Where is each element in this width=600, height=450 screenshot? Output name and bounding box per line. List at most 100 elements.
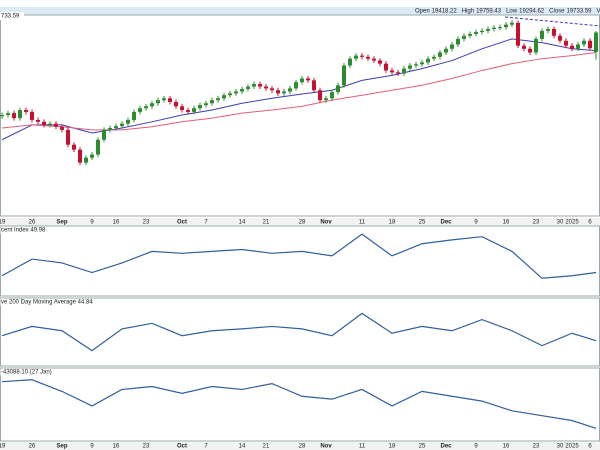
candle-body: [540, 30, 544, 39]
candle-body: [288, 88, 292, 92]
candle-body: [90, 154, 94, 158]
candle-body: [120, 123, 124, 127]
candle-body: [408, 65, 412, 69]
indicator-line: [1, 379, 597, 429]
x-tick-label: 25: [419, 444, 426, 450]
candle-body: [456, 38, 460, 45]
x-tick-label: 19: [0, 444, 6, 450]
candle-body: [420, 62, 424, 65]
candle-body: [24, 110, 28, 112]
header-value: 19759.43: [476, 9, 502, 15]
x-tick-label: 11: [359, 444, 366, 450]
candle-body: [366, 56, 370, 59]
candle-body: [258, 84, 262, 87]
candle-body: [102, 129, 106, 140]
x-tick-label: Oct: [177, 220, 187, 226]
candle-body: [384, 63, 388, 71]
candle-body: [564, 40, 568, 46]
candle-body: [156, 100, 160, 104]
header-bar: [0, 7, 600, 15]
header-label: Volume: [597, 9, 600, 15]
indicator-label: ve 200 Day Moving Average 44.84: [1, 300, 93, 306]
candle-body: [570, 45, 574, 49]
x-tick-label: 30: [557, 444, 564, 450]
header-value: 19418.22: [432, 9, 458, 15]
header-label: Close: [549, 9, 565, 15]
x-tick-label: Dec: [440, 220, 452, 226]
candle-body: [78, 149, 82, 163]
indicator-line: [1, 233, 597, 279]
candle-body: [144, 106, 148, 109]
x-tick-label: 16: [113, 444, 120, 450]
candle-body: [0, 115, 4, 117]
candle-body: [582, 40, 586, 45]
candle-body: [390, 70, 394, 73]
candle-body: [42, 121, 46, 125]
candle-body: [12, 113, 16, 119]
candle-body: [30, 111, 34, 120]
candle-body: [306, 78, 310, 81]
candle-body: [168, 98, 172, 103]
candle-body: [546, 28, 550, 31]
candle-body: [60, 126, 64, 130]
candle-body: [438, 52, 442, 57]
candle-body: [234, 91, 238, 94]
indicator-label-box: [0, 298, 96, 306]
candle-body: [126, 119, 130, 124]
indicator-label: cent Index 49.98: [1, 228, 46, 234]
x-tick-label: Sep: [56, 444, 67, 450]
x-tick-label: 21: [263, 444, 270, 450]
candle-body: [186, 110, 190, 112]
candle-body: [264, 86, 268, 89]
candle-body: [210, 100, 214, 104]
candle-body: [510, 22, 514, 25]
candle-body: [558, 35, 562, 41]
trend-line: [504, 16, 600, 27]
candle-body: [426, 58, 430, 63]
candle-body: [360, 55, 364, 57]
x-tick-label: Nov: [320, 444, 332, 450]
candle-body: [468, 33, 472, 36]
x-tick-label: Oct: [177, 444, 187, 450]
x-tick-label: 19: [0, 220, 6, 226]
candle-body: [228, 93, 232, 96]
candle-body: [240, 89, 244, 92]
candle-body: [54, 123, 58, 127]
candle-body: [48, 123, 52, 125]
candle-body: [318, 90, 322, 101]
candle-body: [252, 84, 256, 87]
candle-body: [492, 27, 496, 29]
header-value: 19294.62: [519, 9, 545, 15]
candle-body: [324, 98, 328, 101]
candle-body: [132, 111, 136, 120]
candle-body: [246, 86, 250, 90]
candle-body: [342, 65, 346, 86]
header-label: Low: [506, 9, 518, 15]
price-label-box: [0, 12, 24, 20]
date-axis: [0, 442, 600, 450]
x-tick-label: 11: [359, 220, 366, 226]
candle-body: [480, 30, 484, 33]
candle-body: [528, 48, 532, 53]
candle-body: [594, 32, 598, 52]
header-label: High: [462, 9, 474, 15]
x-tick-label: 21: [263, 220, 270, 226]
x-tick-label: 16: [503, 444, 510, 450]
x-tick-label: 9: [474, 444, 478, 450]
header-label: Open: [415, 9, 430, 15]
candle-body: [114, 126, 118, 128]
candle-body: [150, 103, 154, 107]
candle-body: [312, 80, 316, 91]
candle-body: [402, 68, 406, 74]
candle-body: [588, 40, 592, 49]
x-tick-label: 9: [474, 220, 478, 226]
candle-body: [462, 35, 466, 39]
candle-body: [348, 58, 352, 66]
candle-body: [204, 103, 208, 106]
indicator-line: [1, 312, 597, 352]
x-tick-label: 16: [503, 220, 510, 226]
x-tick-label: 9: [90, 220, 94, 226]
candle-body: [84, 157, 88, 163]
candle-body: [414, 64, 418, 66]
candle-body: [396, 72, 400, 74]
